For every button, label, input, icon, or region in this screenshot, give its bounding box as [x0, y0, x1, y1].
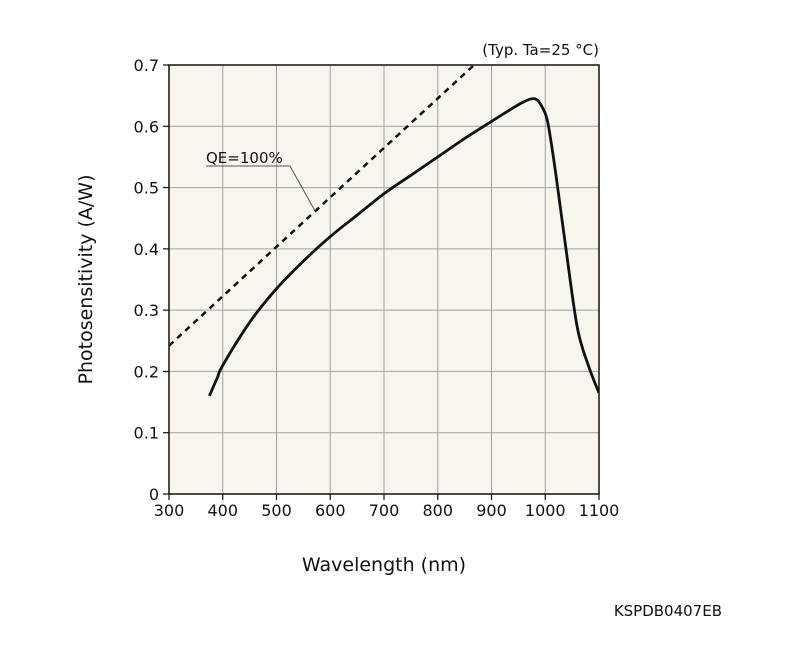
x-tick-label-700: 700: [369, 501, 400, 520]
annotation-conditions: (Typ. Ta=25 °C): [482, 41, 599, 59]
y-tick-label-5: 0.5: [134, 179, 159, 198]
x-tick-label-1100: 1100: [579, 501, 620, 520]
y-tick-label-2: 0.2: [134, 362, 159, 381]
x-tick-label-400: 400: [207, 501, 238, 520]
figure-code-label: KSPDB0407EB: [613, 602, 722, 620]
y-tick-label-0: 0: [149, 485, 159, 504]
annotation-qe100-leader: [206, 165, 316, 212]
grid-lines: [169, 65, 599, 494]
series-layer: [169, 65, 599, 397]
x-axis-ticks: 300 400 500 600 700 800 900 1000 1100: [154, 494, 620, 520]
annotations: QE=100% (Typ. Ta=25 °C): [206, 41, 599, 212]
x-tick-label-800: 800: [422, 501, 453, 520]
y-tick-label-4: 0.4: [134, 240, 159, 259]
y-axis-ticks: 0 0.1 0.2 0.3 0.4 0.5 0.6 0.7: [134, 56, 169, 504]
series-line-photosensitivity: [208, 97, 599, 397]
x-tick-label-1000: 1000: [525, 501, 566, 520]
x-axis-title: Wavelength (nm): [302, 554, 466, 576]
x-tick-label-900: 900: [476, 501, 507, 520]
y-tick-label-3: 0.3: [134, 301, 159, 320]
y-axis-title: Photosensitivity (A/W): [75, 174, 97, 384]
x-tick-label-500: 500: [261, 501, 292, 520]
y-tick-label-7: 0.7: [134, 56, 159, 75]
y-tick-label-1: 0.1: [134, 424, 159, 443]
annotation-qe100-label: QE=100%: [206, 149, 283, 167]
series-line-qe100: [169, 65, 476, 347]
x-tick-label-600: 600: [315, 501, 346, 520]
y-tick-label-6: 0.6: [134, 117, 159, 136]
x-tick-label-300: 300: [154, 501, 185, 520]
